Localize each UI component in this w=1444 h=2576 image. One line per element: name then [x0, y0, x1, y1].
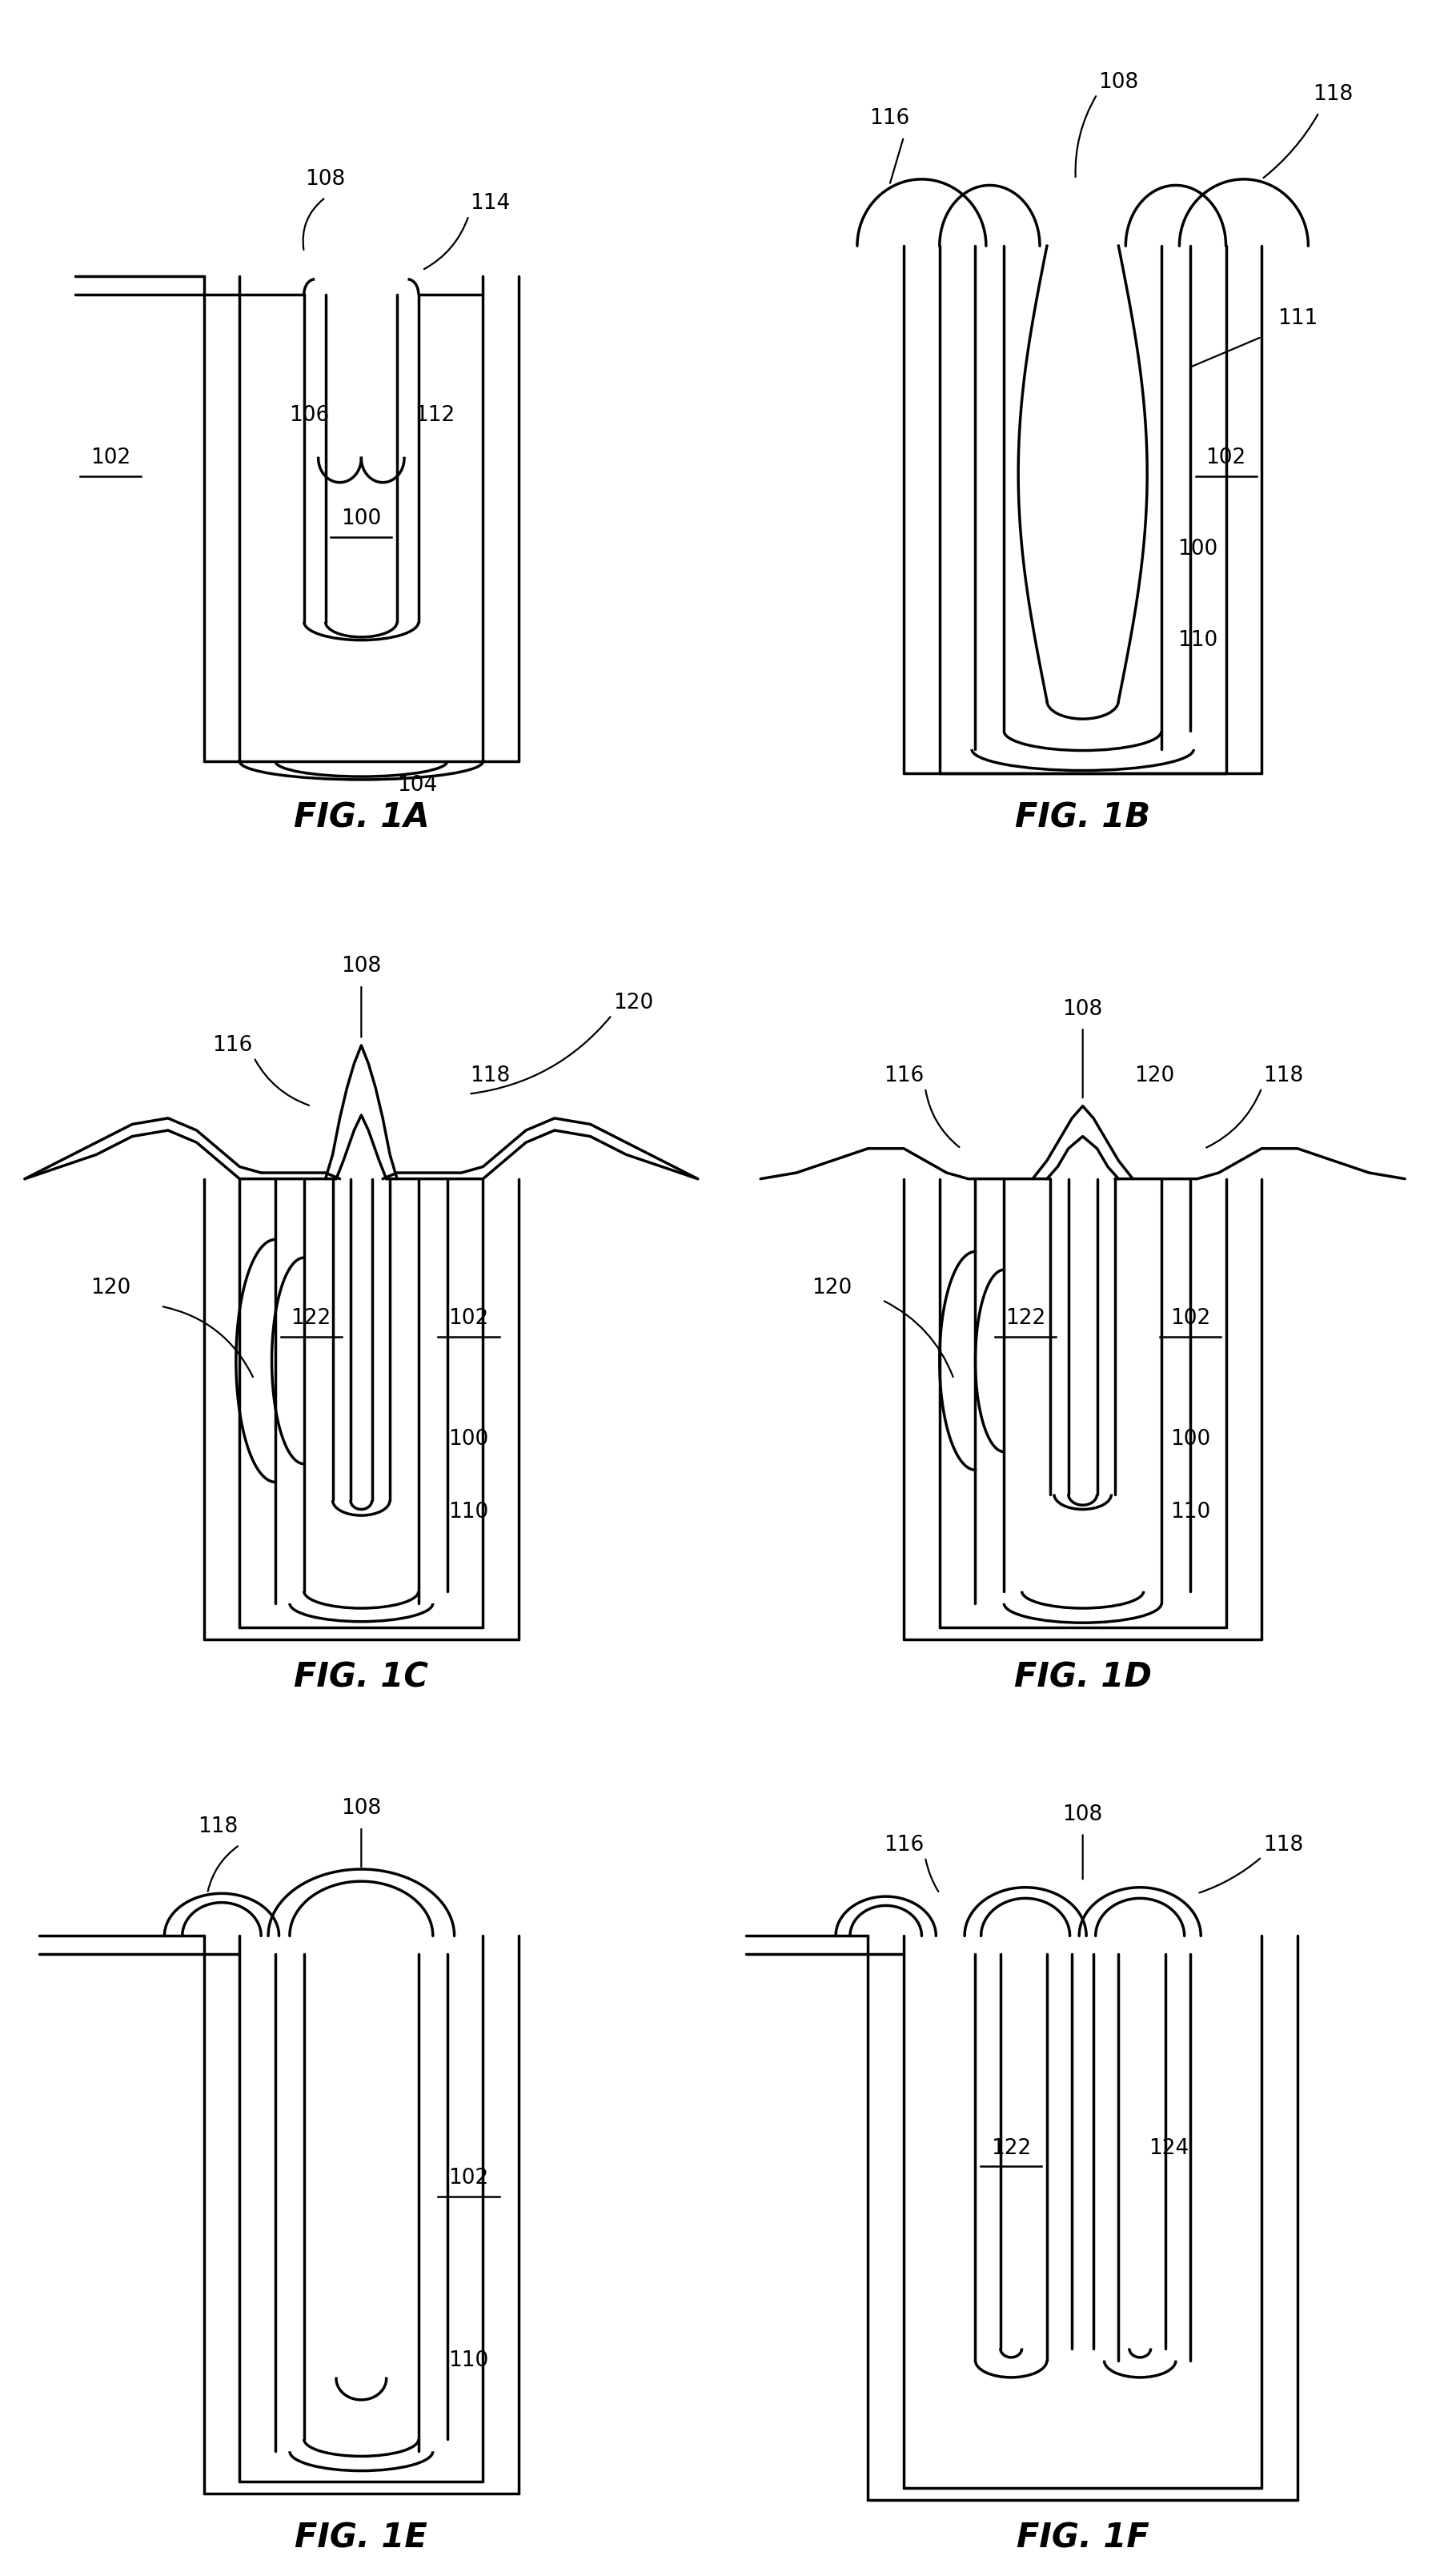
Text: FIG. 1C: FIG. 1C	[295, 1662, 429, 1695]
Text: FIG. 1B: FIG. 1B	[1015, 801, 1151, 835]
Text: 120: 120	[614, 992, 654, 1012]
Text: 122: 122	[292, 1309, 331, 1329]
Text: 116: 116	[884, 1066, 924, 1087]
Text: 102: 102	[449, 1309, 488, 1329]
Text: 118: 118	[198, 1816, 238, 1837]
Text: 102: 102	[91, 448, 131, 469]
Text: 100: 100	[1170, 1430, 1210, 1450]
Text: 122: 122	[1005, 1309, 1045, 1329]
Text: 110: 110	[1170, 1502, 1210, 1522]
Text: 106: 106	[289, 404, 329, 425]
Text: 122: 122	[991, 2138, 1031, 2159]
Text: 120: 120	[91, 1278, 131, 1298]
Text: 108: 108	[1063, 999, 1103, 1020]
Text: 112: 112	[414, 404, 455, 425]
Text: 108: 108	[341, 956, 381, 976]
Text: 100: 100	[1177, 538, 1217, 559]
Text: FIG. 1A: FIG. 1A	[293, 801, 429, 835]
Text: 116: 116	[212, 1036, 253, 1056]
Text: 118: 118	[1264, 1066, 1304, 1087]
Text: 110: 110	[1177, 629, 1217, 652]
Text: 116: 116	[869, 108, 910, 129]
Text: 108: 108	[305, 170, 345, 191]
Text: 118: 118	[471, 1066, 510, 1087]
Text: 108: 108	[1063, 1803, 1103, 1824]
Text: 102: 102	[449, 2169, 488, 2190]
Text: 116: 116	[884, 1834, 924, 1855]
Text: 108: 108	[1099, 72, 1139, 93]
Text: 124: 124	[1148, 2138, 1188, 2159]
Text: 100: 100	[341, 507, 381, 528]
Text: FIG. 1D: FIG. 1D	[1014, 1662, 1151, 1695]
Text: 120: 120	[1134, 1066, 1174, 1087]
Text: 102: 102	[1170, 1309, 1210, 1329]
Text: FIG. 1E: FIG. 1E	[295, 2522, 427, 2555]
Text: 118: 118	[1313, 85, 1353, 106]
Text: 100: 100	[449, 1430, 488, 1450]
Text: 102: 102	[1206, 448, 1246, 469]
Text: 104: 104	[397, 775, 438, 796]
Text: 111: 111	[1278, 309, 1317, 330]
Text: 114: 114	[471, 193, 510, 214]
Text: 120: 120	[812, 1278, 852, 1298]
Text: 110: 110	[449, 2349, 488, 2370]
Text: 118: 118	[1264, 1834, 1304, 1855]
Text: 110: 110	[449, 1502, 488, 1522]
Text: 108: 108	[341, 1798, 381, 1819]
Text: FIG. 1F: FIG. 1F	[1017, 2522, 1149, 2555]
